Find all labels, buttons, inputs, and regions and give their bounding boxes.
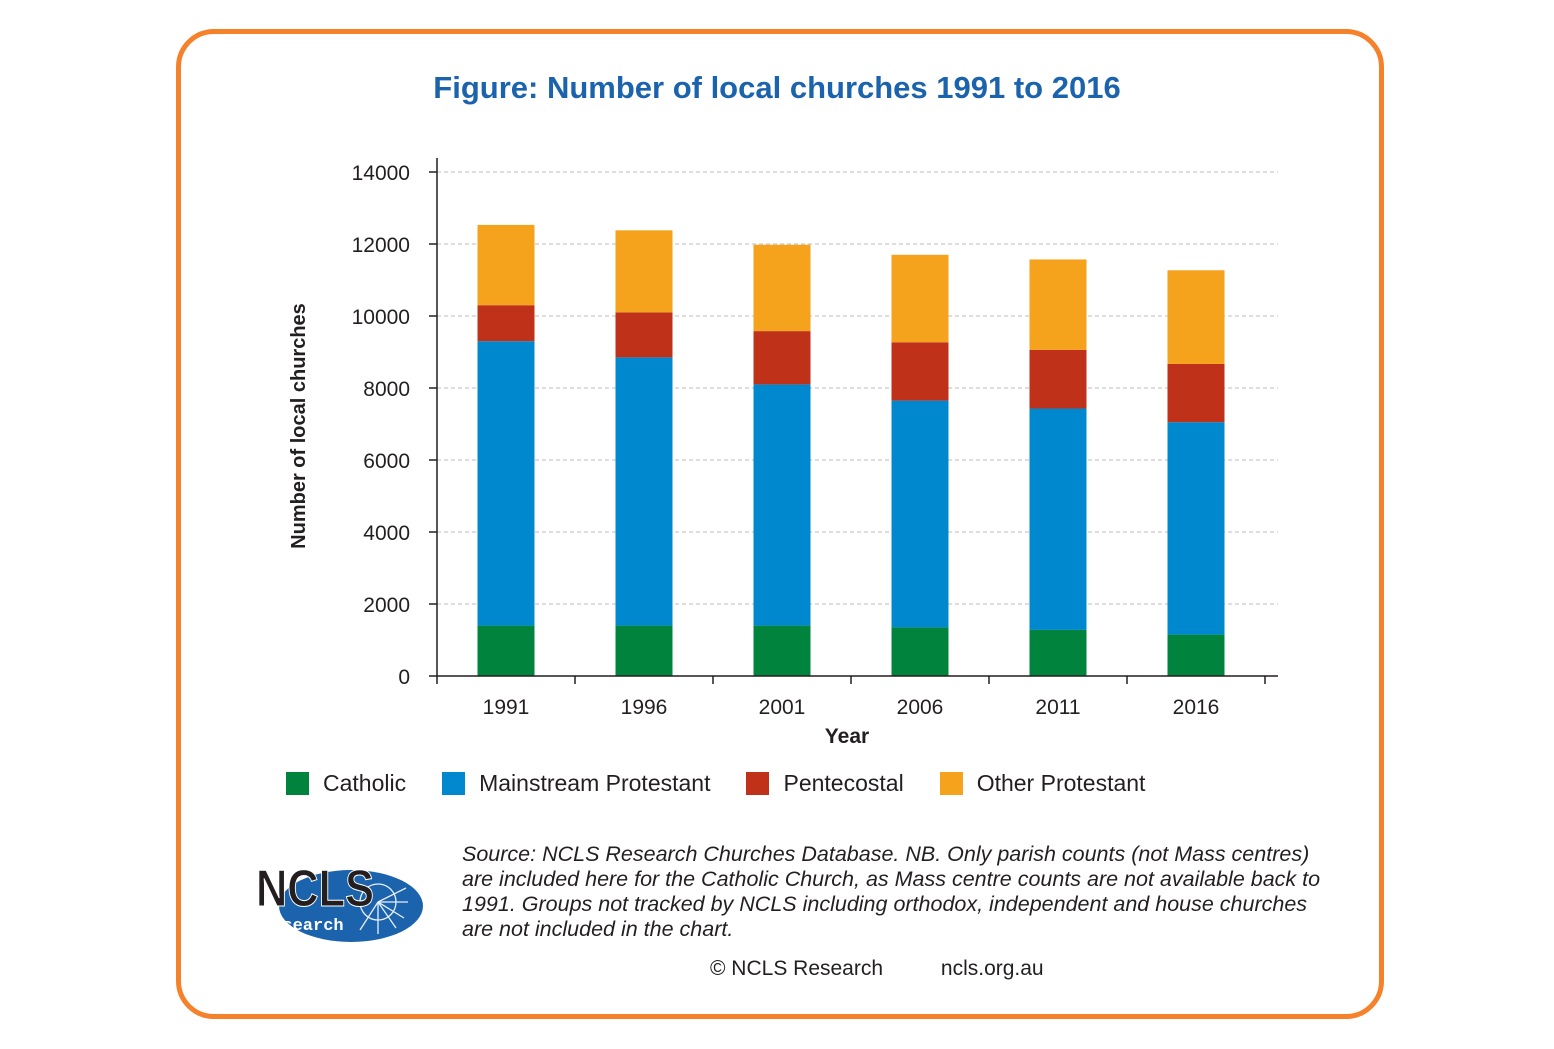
chart-title: Figure: Number of local churches 1991 to… [433,70,1121,105]
bar-catholic-2006 [891,627,949,676]
bar-other-protestant-1991 [477,224,535,306]
footer: © NCLS Research ncls.org.au [710,957,1044,981]
legend-swatch-mainstream-protestant [442,772,466,795]
website-text: ncls.org.au [940,957,1044,980]
bar-mainstream-protestant-2001 [753,384,811,626]
x-axis-title: Year [825,725,869,748]
bar-catholic-2016 [1167,634,1225,676]
bar-catholic-2011 [1029,629,1087,676]
y-tick-label: 10000 [352,306,410,329]
legend-item-other-protestant: Other Protestant [939,770,1146,797]
figure-frame [176,29,1384,1019]
bar-catholic-1991 [477,625,535,676]
x-tick-label: 1991 [483,696,530,719]
x-tick-label: 1996 [621,696,668,719]
legend-swatch-other-protestant [939,772,963,795]
bar-pentecostal-2006 [891,342,949,401]
legend-label-catholic: Catholic [323,770,407,796]
y-tick-label: 0 [398,666,410,689]
y-tick-label: 8000 [363,378,410,401]
bar-pentecostal-2001 [753,331,811,385]
y-tick-label: 12000 [352,234,410,257]
bar-other-protestant-2006 [891,254,949,343]
source-note: Source: NCLS Research Churches Database.… [462,842,1321,941]
legend-item-catholic: Catholic [286,770,406,797]
legend-swatch-pentecostal [746,772,770,795]
logo-tagline-text: research [262,917,344,936]
x-tick-label: 2001 [759,696,806,719]
bar-mainstream-protestant-1996 [615,357,673,626]
bar-pentecostal-2011 [1029,349,1087,409]
bar-pentecostal-2016 [1167,363,1225,423]
legend-item-mainstream-protestant: Mainstream Protestant [442,770,710,797]
bar-other-protestant-2001 [753,244,811,332]
bar-mainstream-protestant-2006 [891,400,949,628]
y-tick-label: 6000 [363,450,410,473]
chart-legend: Catholic Mainstream Protestant Pentecost… [286,770,1181,797]
logo-name-text: NCLS [256,860,374,918]
bar-catholic-2001 [753,625,811,676]
y-tick-label: 2000 [363,594,410,617]
bar-other-protestant-2016 [1167,270,1225,364]
x-tick-label: 2011 [1035,696,1080,719]
bar-pentecostal-1996 [615,312,673,358]
bar-other-protestant-1996 [615,230,673,313]
bar-pentecostal-1991 [477,305,535,342]
bar-catholic-1996 [615,625,673,676]
legend-label-mainstream-protestant: Mainstream Protestant [479,770,711,796]
legend-swatch-catholic [286,772,309,795]
bar-other-protestant-2011 [1029,259,1087,350]
y-axis-title: Number of local churches [288,303,310,549]
y-tick-label: 14000 [352,162,410,185]
x-tick-label: 2016 [1173,696,1220,719]
legend-item-pentecostal: Pentecostal [746,770,904,797]
ncls-research-logo: NCLS research [256,860,423,942]
bar-mainstream-protestant-2016 [1167,422,1225,635]
legend-label-other-protestant: Other Protestant [976,770,1146,796]
y-tick-label: 4000 [363,522,410,545]
bar-mainstream-protestant-1991 [477,341,535,626]
legend-label-pentecostal: Pentecostal [783,770,904,796]
bar-mainstream-protestant-2011 [1029,408,1087,630]
x-tick-label: 2006 [897,696,944,719]
copyright-text: © NCLS Research [710,957,884,980]
